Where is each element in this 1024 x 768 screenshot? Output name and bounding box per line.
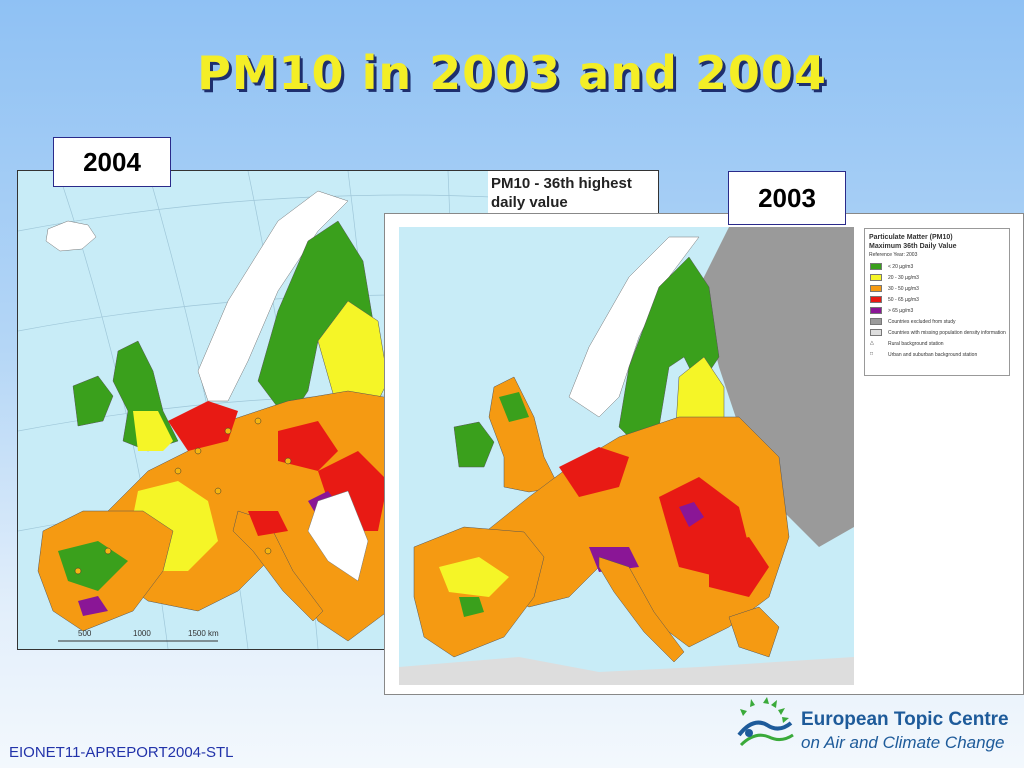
legend-other-row: △ Rural background station bbox=[865, 338, 1009, 349]
legend-class-row: 50 - 65 µg/m3 bbox=[865, 294, 1009, 305]
etc-logo: European Topic Centre on Air and Climate… bbox=[733, 695, 1009, 757]
legend-2004-line1: PM10 - 36th highest bbox=[491, 175, 632, 192]
legend-class-label: > 65 µg/m3 bbox=[888, 307, 914, 314]
map-2003-graphic bbox=[399, 227, 854, 685]
etc-logo-subtitle: on Air and Climate Change bbox=[801, 733, 1005, 752]
legend-other-row: Countries with missing population densit… bbox=[865, 327, 1009, 338]
legend-swatch bbox=[870, 318, 882, 325]
legend-swatch bbox=[870, 296, 882, 303]
etc-logo-name: European Topic Centre bbox=[801, 709, 1009, 730]
legend-swatch bbox=[870, 263, 882, 270]
legend-class-row: < 20 µg/m3 bbox=[865, 261, 1009, 272]
legend-other-row: Countries excluded from study bbox=[865, 316, 1009, 327]
map-2003-legend: Particulate Matter (PM10) Maximum 36th D… bbox=[864, 228, 1010, 376]
legend-class-label: 30 - 50 µg/m3 bbox=[888, 285, 919, 292]
map-2003-frame: Particulate Matter (PM10) Maximum 36th D… bbox=[384, 213, 1024, 695]
legend-other-label: Countries excluded from study bbox=[888, 318, 956, 325]
slide-title: PM10 in 2003 and 2004 bbox=[197, 46, 827, 100]
legend-class-label: 20 - 30 µg/m3 bbox=[888, 274, 919, 281]
legend-class-row: 20 - 30 µg/m3 bbox=[865, 272, 1009, 283]
map-2003 bbox=[399, 227, 854, 685]
legend-2003-title2: Maximum 36th Daily Value bbox=[869, 243, 957, 250]
legend-other-label: Countries with missing population densit… bbox=[888, 329, 1006, 336]
legend-2003-subtitle: Reference Year: 2003 bbox=[869, 252, 918, 258]
map-2003-year-label: 2003 bbox=[728, 171, 846, 225]
legend-2004-line2: daily value bbox=[491, 194, 568, 211]
legend-class-row: > 65 µg/m3 bbox=[865, 305, 1009, 316]
triangle-icon: △ bbox=[870, 340, 882, 347]
square-icon: □ bbox=[870, 351, 882, 358]
legend-other-label: Rural background station bbox=[888, 340, 944, 347]
legend-swatch bbox=[870, 274, 882, 281]
legend-class-label: 50 - 65 µg/m3 bbox=[888, 296, 919, 303]
legend-swatch bbox=[870, 307, 882, 314]
legend-class-label: < 20 µg/m3 bbox=[888, 263, 914, 270]
legend-swatch bbox=[870, 329, 882, 336]
map-2004-year-label: 2004 bbox=[53, 137, 171, 187]
legend-class-row: 30 - 50 µg/m3 bbox=[865, 283, 1009, 294]
footer-text: EIONET11-APREPORT2004-STL bbox=[9, 744, 234, 761]
legend-other-label: Urban and suburban background station bbox=[888, 351, 978, 358]
etc-logo-icon bbox=[737, 697, 794, 747]
scale-tick-1000: 1000 bbox=[133, 629, 151, 638]
scale-tick-500: 500 bbox=[78, 629, 92, 638]
legend-2003-title1: Particulate Matter (PM10) bbox=[869, 234, 953, 241]
scale-tick-1500: 1500 km bbox=[188, 629, 219, 638]
map-2004-legend-title: PM10 - 36th highest daily value bbox=[488, 171, 658, 218]
legend-swatch bbox=[870, 285, 882, 292]
legend-other-row: □ Urban and suburban background station bbox=[865, 349, 1009, 360]
